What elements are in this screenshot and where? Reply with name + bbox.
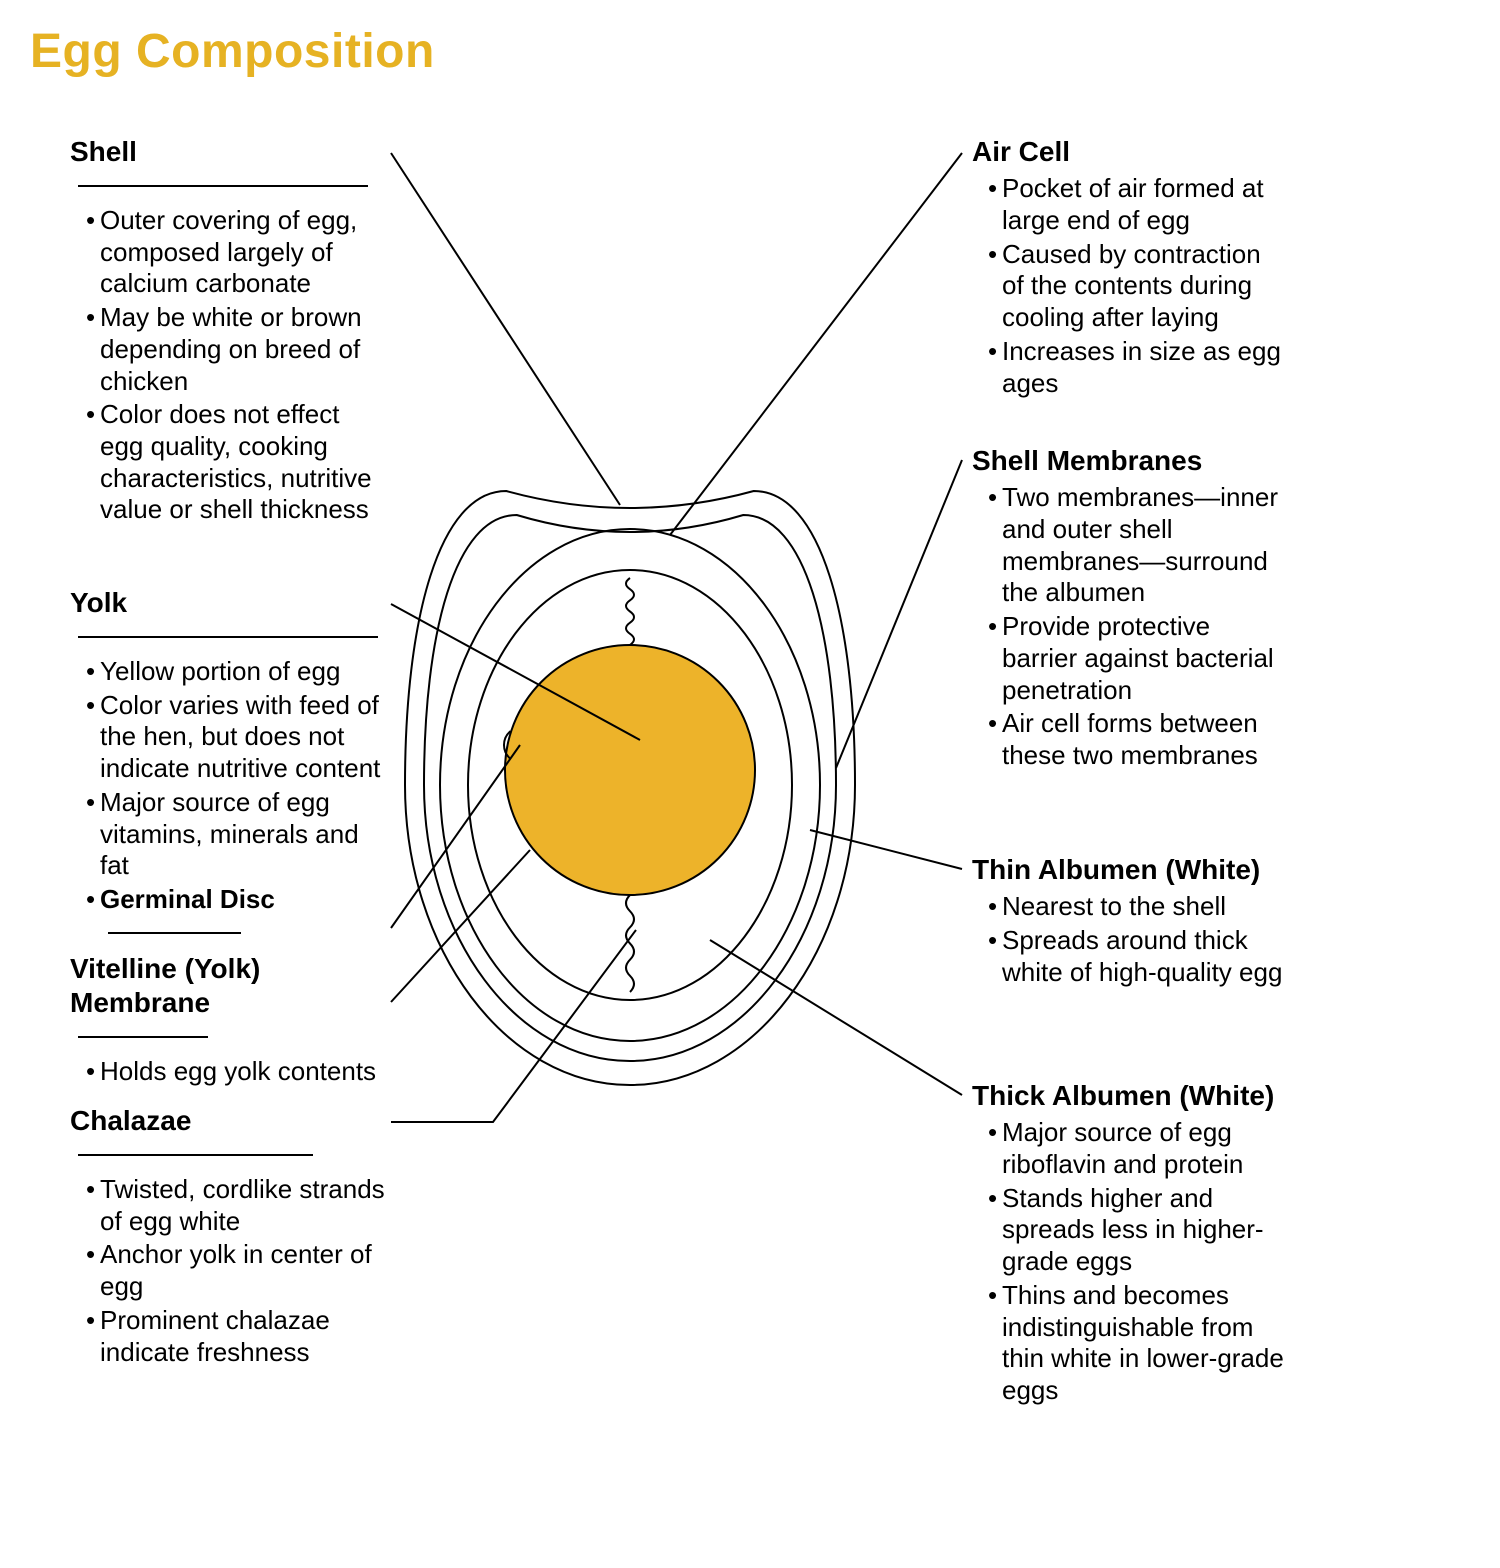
heading-rule bbox=[78, 185, 368, 187]
bullet-item: Stands higher and spreads less in higher… bbox=[988, 1183, 1287, 1278]
section-air-cell: Air Cell Pocket of air formed at large en… bbox=[972, 135, 1287, 401]
leader-yolk bbox=[391, 604, 640, 740]
section-vitelline: Vitelline (Yolk) Membrane Holds egg yolk … bbox=[70, 952, 385, 1090]
section-yolk: Yolk Yellow portion of eggColor varies wi… bbox=[70, 586, 385, 949]
bullet-list: Nearest to the shellSpreads around thick… bbox=[972, 891, 1287, 988]
section-shell: Shell Outer covering of egg, composed lar… bbox=[70, 135, 385, 528]
leader-vitelline bbox=[391, 850, 530, 1002]
section-heading: Vitelline (Yolk) Membrane bbox=[70, 952, 385, 1020]
bullet-item: Spreads around thick white of high-quali… bbox=[988, 925, 1287, 988]
section-thick-albumen: Thick Albumen (White) Major source of egg… bbox=[972, 1079, 1287, 1409]
heading-rule bbox=[78, 636, 378, 638]
bullet-item: Anchor yolk in center of egg bbox=[86, 1239, 385, 1302]
yolk-shape bbox=[505, 645, 755, 895]
heading-rule bbox=[78, 1154, 313, 1156]
bullet-list: Yellow portion of eggColor varies with f… bbox=[70, 656, 385, 947]
bullet-item: Two membranes—inner and outer shell memb… bbox=[988, 482, 1287, 609]
section-heading: Thick Albumen (White) bbox=[972, 1079, 1274, 1113]
bullet-item: Color does not effect egg quality, cooki… bbox=[86, 399, 385, 526]
leader-shell bbox=[391, 153, 620, 505]
leader-chalazae bbox=[391, 930, 636, 1122]
section-shell-membranes: Shell Membranes Two membranes—inner and o… bbox=[972, 444, 1287, 774]
bullet-list: Twisted, cordlike strands of egg whiteAn… bbox=[70, 1174, 385, 1368]
chalaza-bottom bbox=[626, 895, 634, 992]
bullet-item: Major source of egg riboflavin and prote… bbox=[988, 1117, 1287, 1180]
thick-albumen-outline bbox=[468, 570, 792, 1000]
bullet-list: Two membranes—inner and outer shell memb… bbox=[972, 482, 1287, 771]
section-heading: Chalazae bbox=[70, 1104, 191, 1138]
bullet-list: Outer covering of egg, composed largely … bbox=[70, 205, 385, 526]
egg-composition-infographic: Egg Composition Shell Outer covering of e… bbox=[0, 0, 1500, 1568]
heading-rule bbox=[108, 932, 241, 934]
leader-germinal-disc bbox=[391, 745, 520, 928]
leader-thin-albumen bbox=[810, 830, 962, 869]
bullet-item: Prominent chalazae indicate freshness bbox=[86, 1305, 385, 1368]
section-chalazae: Chalazae Twisted, cordlike strands of egg… bbox=[70, 1104, 385, 1370]
bullet-item: Holds egg yolk contents bbox=[86, 1056, 385, 1088]
section-heading: Shell bbox=[70, 135, 137, 169]
section-heading: Thin Albumen (White) bbox=[972, 853, 1260, 887]
leader-air-cell bbox=[670, 153, 962, 535]
heading-rule bbox=[78, 1036, 208, 1038]
section-heading: Shell Membranes bbox=[972, 444, 1202, 478]
bullet-item: Pocket of air formed at large end of egg bbox=[988, 173, 1287, 236]
bullet-item: Yellow portion of egg bbox=[86, 656, 385, 688]
bullet-list: Major source of egg riboflavin and prote… bbox=[972, 1117, 1287, 1406]
bullet-item: Outer covering of egg, composed largely … bbox=[86, 205, 385, 300]
chalaza-top bbox=[626, 578, 634, 645]
bullet-item-bold: Germinal Disc bbox=[86, 884, 385, 947]
bullet-list: Holds egg yolk contents bbox=[70, 1056, 385, 1088]
section-heading: Yolk bbox=[70, 586, 127, 620]
leader-thick-albumen bbox=[710, 940, 962, 1095]
bullet-item: May be white or brown depending on breed… bbox=[86, 302, 385, 397]
section-thin-albumen: Thin Albumen (White) Nearest to the shell… bbox=[972, 853, 1287, 990]
bullet-item: Major source of egg vitamins, minerals a… bbox=[86, 787, 385, 882]
leader-shell-membranes bbox=[836, 460, 962, 768]
bullet-item: Provide protective barrier against bacte… bbox=[988, 611, 1287, 706]
germinal-disc-arc bbox=[504, 731, 511, 759]
bullet-item: Increases in size as egg ages bbox=[988, 336, 1287, 399]
inner-membrane-outline bbox=[440, 529, 820, 1041]
bullet-item: Thins and becomes indistinguishable from… bbox=[988, 1280, 1287, 1407]
bullet-list: Pocket of air formed at large end of egg… bbox=[972, 173, 1287, 399]
bullet-item: Twisted, cordlike strands of egg white bbox=[86, 1174, 385, 1237]
bullet-item: Nearest to the shell bbox=[988, 891, 1287, 923]
bullet-item: Caused by contraction of the contents du… bbox=[988, 239, 1287, 334]
page-title: Egg Composition bbox=[30, 24, 435, 79]
outer-membrane-outline bbox=[424, 515, 836, 1061]
bullet-item: Air cell forms between these two membran… bbox=[988, 708, 1287, 771]
section-heading: Air Cell bbox=[972, 135, 1070, 169]
egg-shell-outline bbox=[405, 491, 855, 1085]
bullet-item: Color varies with feed of the hen, but d… bbox=[86, 690, 385, 785]
